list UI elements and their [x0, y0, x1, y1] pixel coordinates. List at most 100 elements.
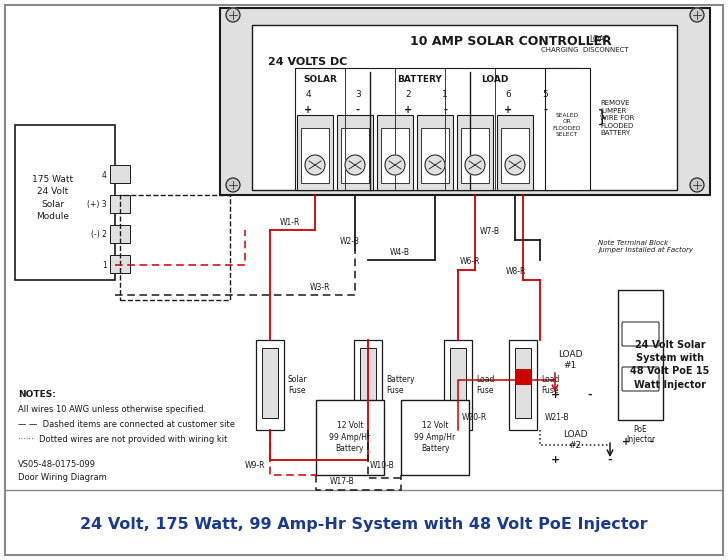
Bar: [220, 8, 710, 195]
Bar: [110, 195, 130, 213]
Bar: [444, 340, 472, 430]
Text: LOAD
#1: LOAD #1: [558, 350, 582, 370]
Text: 6: 6: [505, 90, 511, 99]
Text: +: +: [404, 105, 412, 115]
Text: VS05-48-0175-099: VS05-48-0175-099: [18, 460, 96, 469]
Text: W7-B: W7-B: [480, 227, 500, 236]
Text: +: +: [304, 105, 312, 115]
Text: W4-B: W4-B: [390, 248, 410, 257]
FancyBboxPatch shape: [622, 367, 659, 391]
Bar: [381, 128, 409, 183]
Text: -: -: [443, 105, 447, 115]
Bar: [110, 165, 130, 183]
Circle shape: [226, 178, 240, 192]
Circle shape: [690, 8, 704, 22]
Text: Load
Fuse: Load Fuse: [541, 375, 559, 395]
Circle shape: [345, 155, 365, 175]
Bar: [501, 128, 529, 183]
Bar: [417, 115, 453, 190]
Text: 24 Volt Solar
System with
48 Volt PoE 15
Watt Injector: 24 Volt Solar System with 48 Volt PoE 15…: [630, 340, 710, 390]
Text: 12 Volt
99 Amp/Hr
Battery: 12 Volt 99 Amp/Hr Battery: [414, 422, 456, 452]
Text: REMOVE
JUMPER
WIRE FOR
FLOODED
BATTERY: REMOVE JUMPER WIRE FOR FLOODED BATTERY: [600, 100, 634, 136]
Circle shape: [425, 155, 445, 175]
Text: 2: 2: [405, 90, 411, 99]
Text: W8-R: W8-R: [506, 267, 526, 276]
Bar: [316, 400, 384, 475]
Text: ······  Dotted wires are not provided with wiring kit: ······ Dotted wires are not provided wit…: [18, 435, 227, 444]
Text: LOAD: LOAD: [590, 35, 611, 44]
Text: W17-B: W17-B: [330, 477, 355, 486]
Text: Door Wiring Diagram: Door Wiring Diagram: [18, 473, 107, 482]
Text: +: +: [550, 390, 560, 400]
Text: SEALED
OR
FLOODED
SELECT: SEALED OR FLOODED SELECT: [553, 113, 581, 137]
Text: Note Terminal Block
Jumper Installed at Factory: Note Terminal Block Jumper Installed at …: [598, 240, 693, 253]
Text: NOTES:: NOTES:: [18, 390, 56, 399]
Text: PoE
Injector: PoE Injector: [626, 425, 655, 445]
Text: 3: 3: [355, 90, 361, 99]
Text: 1: 1: [102, 260, 107, 269]
Bar: [295, 68, 580, 190]
Text: 24 VOLTS DC: 24 VOLTS DC: [268, 57, 347, 67]
Text: W1-R: W1-R: [280, 218, 301, 227]
Bar: [515, 369, 531, 385]
Text: (-) 2: (-) 2: [91, 231, 107, 240]
Text: 4: 4: [305, 90, 311, 99]
Circle shape: [465, 155, 485, 175]
Text: -: -: [587, 390, 593, 400]
Bar: [262, 348, 278, 418]
Text: W9-R: W9-R: [245, 461, 266, 470]
Circle shape: [305, 155, 325, 175]
Bar: [110, 225, 130, 243]
Bar: [110, 255, 130, 273]
Text: W6-R: W6-R: [460, 257, 480, 266]
FancyBboxPatch shape: [622, 322, 659, 346]
Circle shape: [690, 178, 704, 192]
Text: Solar
Fuse: Solar Fuse: [288, 375, 308, 395]
Text: 4: 4: [102, 170, 107, 180]
Bar: [618, 290, 663, 420]
Text: +: +: [504, 105, 512, 115]
Bar: [301, 128, 329, 183]
Bar: [354, 340, 382, 430]
Text: 1: 1: [442, 90, 448, 99]
Text: -: -: [608, 455, 612, 465]
Text: +: +: [622, 437, 630, 447]
Bar: [515, 348, 531, 418]
Text: 5: 5: [542, 90, 548, 99]
Bar: [509, 340, 537, 430]
Bar: [497, 115, 533, 190]
Text: CHARGING  DISCONNECT: CHARGING DISCONNECT: [541, 47, 629, 53]
Text: 10 AMP SOLAR CONTROLLER: 10 AMP SOLAR CONTROLLER: [410, 35, 612, 48]
Bar: [252, 25, 677, 190]
Text: W10-B: W10-B: [370, 461, 395, 470]
Text: — —  Dashed items are connected at customer site: — — Dashed items are connected at custom…: [18, 420, 235, 429]
Text: }: }: [597, 109, 608, 127]
Text: BATTERY: BATTERY: [397, 75, 443, 84]
Text: Battery
Fuse: Battery Fuse: [386, 375, 414, 395]
Text: W20-R: W20-R: [462, 413, 487, 422]
Text: W21-B: W21-B: [545, 413, 569, 422]
Text: 12 Volt
99 Amp/Hr
Battery: 12 Volt 99 Amp/Hr Battery: [329, 422, 371, 452]
Bar: [256, 340, 284, 430]
Circle shape: [505, 155, 525, 175]
Bar: [401, 400, 469, 475]
Bar: [297, 115, 333, 190]
Bar: [120, 195, 230, 300]
Bar: [457, 115, 493, 190]
Text: 24 Volt, 175 Watt, 99 Amp-Hr System with 48 Volt PoE Injector: 24 Volt, 175 Watt, 99 Amp-Hr System with…: [80, 517, 648, 533]
Text: -: -: [356, 105, 360, 115]
Text: W2-B: W2-B: [340, 237, 360, 246]
Bar: [377, 115, 413, 190]
Text: -: -: [543, 105, 547, 115]
Text: +: +: [550, 455, 560, 465]
Circle shape: [600, 55, 610, 65]
Bar: [545, 68, 590, 190]
Text: W3-R: W3-R: [310, 283, 331, 292]
Text: 175 Watt
24 Volt
Solar
Module: 175 Watt 24 Volt Solar Module: [33, 175, 74, 221]
Bar: [15, 125, 115, 280]
Bar: [421, 128, 449, 183]
Text: LOAD
#2: LOAD #2: [563, 430, 587, 450]
Bar: [337, 115, 373, 190]
Bar: [360, 348, 376, 418]
Bar: [341, 128, 369, 183]
